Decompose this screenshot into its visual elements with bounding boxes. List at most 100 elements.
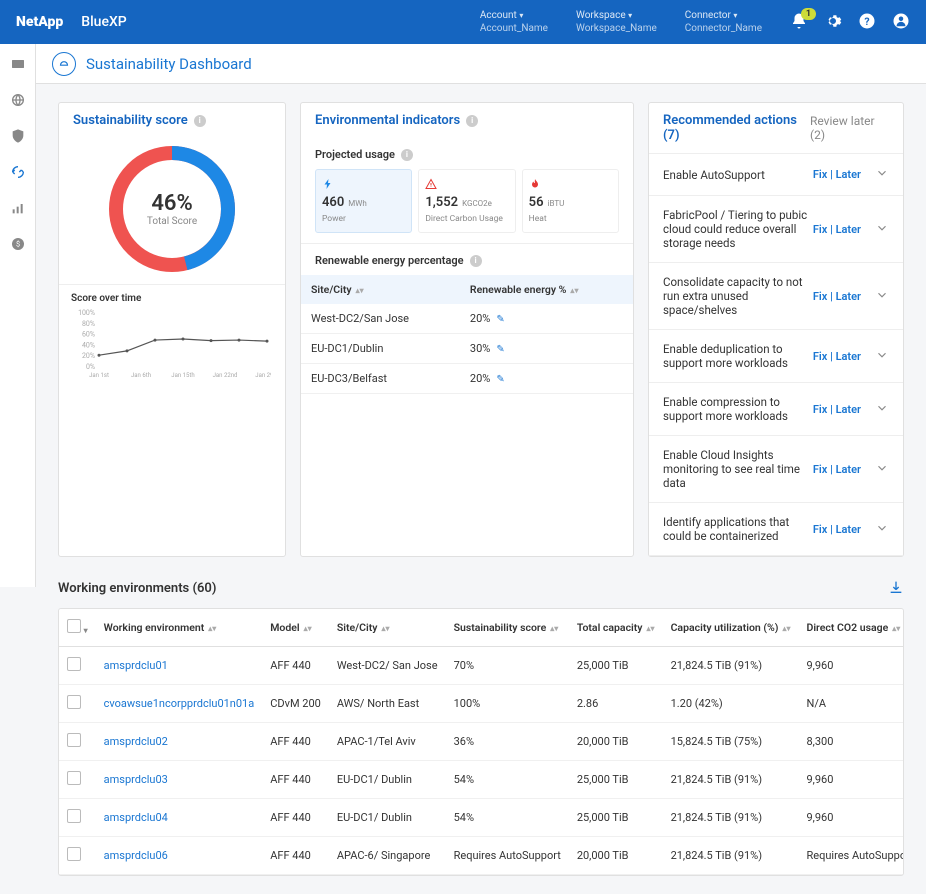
fix-later-link[interactable]: Fix | Later: [813, 223, 861, 236]
we-row: amsprdclu04AFF 440EU-DC1/ Dublin54%25,00…: [59, 799, 904, 837]
we-row: amsprdclu02AFF 440APAC-1/Tel Aviv36%20,0…: [59, 723, 904, 761]
renew-row: West-DC2/San Jose20%✎: [301, 304, 633, 334]
nav-chart-icon[interactable]: [10, 200, 26, 216]
renew-table: Site/City▴▾ Renewable energy %▴▾ West-DC…: [301, 275, 633, 394]
renew-title: Renewable energy percentage: [315, 254, 464, 267]
expand-icon[interactable]: [875, 288, 889, 305]
env-link[interactable]: amsprdclu06: [96, 837, 263, 875]
side-nav: $: [0, 44, 36, 587]
col-header[interactable]: Sustainability score▴▾: [446, 609, 569, 647]
info-icon[interactable]: i: [401, 149, 413, 161]
working-environments: Working environments (60) ▾Working envir…: [58, 579, 904, 876]
renew-row: EU-DC3/Belfast20%✎: [301, 364, 633, 394]
info-icon[interactable]: i: [466, 115, 478, 127]
workspace-selector[interactable]: Workspace ▾ Workspace_Name: [576, 10, 657, 34]
we-title: Working environments (60): [58, 581, 216, 596]
env-link[interactable]: amsprdclu01: [96, 647, 263, 685]
row-checkbox[interactable]: [67, 771, 81, 785]
svg-text:80%: 80%: [82, 320, 95, 328]
score-card: Sustainability score i 46% Total Score Sc…: [58, 102, 286, 557]
info-icon[interactable]: i: [194, 115, 206, 127]
svg-text:$: $: [15, 240, 19, 249]
rec-row: Enable AutoSupportFix | Later: [649, 154, 903, 196]
fix-later-link[interactable]: Fix | Later: [813, 350, 861, 363]
help-icon[interactable]: ?: [858, 12, 876, 33]
product-name: BlueXP: [81, 14, 126, 30]
fix-later-link[interactable]: Fix | Later: [813, 403, 861, 416]
info-icon[interactable]: i: [470, 255, 482, 267]
fix-later-link[interactable]: Fix | Later: [813, 290, 861, 303]
page-icon: [52, 52, 76, 76]
user-icon[interactable]: [892, 12, 910, 33]
svg-text:20%: 20%: [82, 352, 95, 360]
rec-row: Consolidate capacity to not run extra un…: [649, 263, 903, 330]
expand-icon[interactable]: [875, 521, 889, 538]
rec-title: Recommended actions (7): [663, 113, 810, 143]
nav-shield-icon[interactable]: [10, 128, 26, 144]
svg-text:Jan 22nd: Jan 22nd: [213, 372, 238, 378]
time-title: Score over time: [71, 293, 273, 304]
proj-title: Projected usage: [315, 148, 395, 161]
nav-sustainability-icon[interactable]: [10, 164, 26, 180]
kpi-power: 460MWhPower: [315, 169, 412, 233]
settings-icon[interactable]: [824, 12, 842, 33]
nav-globe-icon[interactable]: [10, 92, 26, 108]
col-renew-pct[interactable]: Renewable energy %▴▾: [460, 275, 633, 304]
svg-text:Jan 15th: Jan 15th: [171, 372, 194, 378]
expand-icon[interactable]: [875, 401, 889, 418]
expand-icon[interactable]: [875, 166, 889, 183]
brand-name: NetApp: [16, 14, 63, 30]
svg-text:?: ?: [864, 14, 869, 27]
connector-selector[interactable]: Connector ▾ Connector_Name: [685, 10, 762, 34]
account-selector[interactable]: Account ▾ Account_Name: [480, 10, 548, 34]
col-header[interactable]: Capacity utilization (%)▴▾: [663, 609, 799, 647]
kpi-heat: 56iBTUHeat: [522, 169, 619, 233]
score-title: Sustainability score: [73, 113, 188, 128]
row-checkbox[interactable]: [67, 657, 81, 671]
review-later[interactable]: Review later (2): [810, 114, 889, 142]
nav-canvas-icon[interactable]: [10, 56, 26, 72]
expand-icon[interactable]: [875, 221, 889, 238]
download-icon[interactable]: [888, 579, 904, 598]
notification-badge: 1: [801, 8, 816, 20]
col-header[interactable]: Working environment▴▾: [96, 609, 263, 647]
fix-later-link[interactable]: Fix | Later: [813, 523, 861, 536]
rec-row: Enable compression to support more workl…: [649, 383, 903, 436]
svg-text:Jan 1st: Jan 1st: [89, 372, 109, 378]
env-link[interactable]: amsprdclu02: [96, 723, 263, 761]
env-card: Environmental indicatorsi Projected usag…: [300, 102, 634, 557]
top-bar: NetApp BlueXP Account ▾ Account_Name Wor…: [0, 0, 926, 44]
col-site[interactable]: Site/City▴▾: [301, 275, 460, 304]
notifications-icon[interactable]: 1: [790, 12, 808, 33]
svg-text:Jan 6th: Jan 6th: [131, 372, 151, 378]
fix-later-link[interactable]: Fix | Later: [813, 168, 861, 181]
nav-cost-icon[interactable]: $: [10, 236, 26, 252]
env-link[interactable]: amsprdclu03: [96, 761, 263, 799]
row-checkbox[interactable]: [67, 695, 81, 709]
col-header[interactable]: Total capacity▴▾: [569, 609, 663, 647]
env-link[interactable]: cvoawsue1ncorpprdclu01n01a: [96, 685, 263, 723]
edit-icon[interactable]: ✎: [496, 314, 504, 325]
fix-later-link[interactable]: Fix | Later: [813, 463, 861, 476]
edit-icon[interactable]: ✎: [496, 374, 504, 385]
row-checkbox[interactable]: [67, 847, 81, 861]
select-all-checkbox[interactable]: [67, 619, 81, 633]
we-row: cvoawsue1ncorpprdclu01n01aCDvM 200AWS/ N…: [59, 685, 904, 723]
renew-row: EU-DC1/Dublin30%✎: [301, 334, 633, 364]
score-label: Total Score: [147, 216, 197, 227]
row-checkbox[interactable]: [67, 733, 81, 747]
svg-text:Jan 29th: Jan 29th: [255, 372, 271, 378]
col-header[interactable]: Direct CO2 usage▴▾: [798, 609, 904, 647]
col-header[interactable]: Model▴▾: [262, 609, 329, 647]
we-table: ▾Working environment▴▾Model▴▾Site/City▴▾…: [59, 609, 904, 875]
expand-icon[interactable]: [875, 461, 889, 478]
col-header[interactable]: Site/City▴▾: [329, 609, 446, 647]
score-donut: 46% Total Score: [107, 144, 237, 274]
edit-icon[interactable]: ✎: [496, 344, 504, 355]
recommendations-card: Recommended actions (7) Review later (2)…: [648, 102, 904, 557]
svg-text:0%: 0%: [86, 363, 95, 371]
env-link[interactable]: amsprdclu04: [96, 799, 263, 837]
row-checkbox[interactable]: [67, 809, 81, 823]
expand-icon[interactable]: [875, 348, 889, 365]
rec-row: Identify applications that could be cont…: [649, 503, 903, 556]
